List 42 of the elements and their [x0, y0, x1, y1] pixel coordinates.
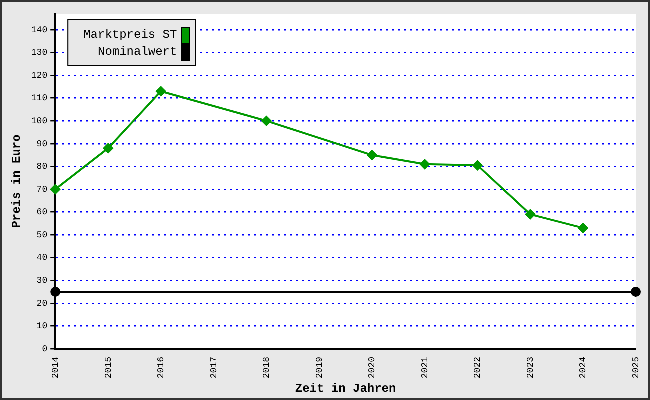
y-tick-label: 30: [36, 276, 48, 286]
x-tick-label: 2017: [209, 356, 220, 379]
x-tick-label: 2023: [526, 356, 536, 379]
x-tick-label: 2025: [631, 356, 642, 379]
point: [525, 210, 536, 220]
y-axis-title: Preis in Euro: [10, 134, 24, 228]
y-tick-label: 20: [36, 298, 48, 309]
point: [472, 160, 483, 171]
point: [367, 150, 378, 160]
x-tick-label: 2018: [262, 356, 272, 379]
point: [156, 86, 166, 96]
x-tick-label: 2015: [104, 356, 114, 379]
x-tick-label: 2022: [473, 356, 484, 379]
x-tick-label: 2019: [314, 356, 325, 379]
point: [50, 184, 61, 194]
y-tick-label: 50: [36, 230, 48, 240]
point: [50, 287, 61, 298]
x-tick-label: 2024: [578, 356, 589, 379]
y-tick-label: 100: [31, 116, 48, 126]
x-tick-label: 2021: [420, 356, 430, 379]
point: [262, 116, 272, 126]
point: [578, 223, 588, 234]
point: [631, 287, 641, 298]
y-tick-label: 70: [36, 184, 48, 195]
y-tick-label: 80: [36, 162, 48, 172]
y-tick-label: 110: [31, 94, 48, 104]
y-tick-label: 0: [42, 344, 48, 354]
y-tick-label: 120: [31, 70, 48, 81]
y-tick-label: 40: [36, 253, 48, 264]
legend-label: Marktpreis ST: [84, 28, 178, 42]
point: [103, 143, 114, 154]
y-tick-label: 60: [36, 208, 48, 218]
x-axis-title: Zeit in Jahren: [295, 382, 396, 396]
point: [420, 159, 430, 170]
y-tick-label: 90: [36, 139, 48, 150]
x-tick-label: 2016: [156, 356, 167, 379]
x-tick-label: 2020: [368, 356, 378, 379]
y-tick-label: 10: [36, 322, 48, 332]
y-tick-label: 130: [31, 48, 48, 58]
x-tick-label: 2014: [50, 356, 61, 379]
legend-label: Nominalwert: [98, 45, 178, 60]
y-tick-label: 140: [31, 25, 48, 36]
